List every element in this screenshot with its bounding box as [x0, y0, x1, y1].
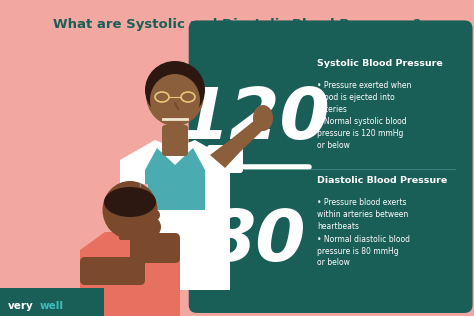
- FancyBboxPatch shape: [189, 21, 473, 313]
- Ellipse shape: [253, 105, 273, 131]
- Text: What are Systolic and Diastolic Blood Pressures?: What are Systolic and Diastolic Blood Pr…: [53, 18, 421, 31]
- Text: • Pressure exerted when
blood is ejected into
arteries: • Pressure exerted when blood is ejected…: [317, 81, 411, 113]
- FancyBboxPatch shape: [80, 257, 145, 285]
- Ellipse shape: [152, 210, 160, 220]
- Text: • Normal systolic blood
pressure is 120 mmHg
or below: • Normal systolic blood pressure is 120 …: [317, 117, 407, 150]
- FancyBboxPatch shape: [119, 218, 141, 240]
- Text: well: well: [40, 301, 64, 311]
- FancyBboxPatch shape: [207, 145, 243, 173]
- Polygon shape: [80, 232, 180, 316]
- Ellipse shape: [143, 217, 161, 237]
- Polygon shape: [145, 148, 205, 210]
- Polygon shape: [120, 140, 230, 290]
- Ellipse shape: [104, 187, 156, 217]
- FancyBboxPatch shape: [162, 125, 188, 156]
- FancyBboxPatch shape: [130, 233, 180, 263]
- Polygon shape: [210, 120, 265, 168]
- Text: • Normal diastolic blood
pressure is 80 mmHg
or below: • Normal diastolic blood pressure is 80 …: [317, 235, 410, 267]
- Text: very: very: [8, 301, 34, 311]
- Ellipse shape: [145, 61, 205, 119]
- Bar: [0, 288, 104, 316]
- Ellipse shape: [146, 64, 204, 126]
- Text: 80: 80: [205, 207, 306, 276]
- FancyBboxPatch shape: [132, 184, 148, 204]
- Text: Systolic Blood Pressure: Systolic Blood Pressure: [317, 59, 443, 68]
- Ellipse shape: [150, 74, 200, 126]
- Text: • Pressure blood exerts
within arteries between
heartbeats: • Pressure blood exerts within arteries …: [317, 198, 409, 231]
- Text: 120: 120: [180, 85, 331, 154]
- Text: Diastolic Blood Pressure: Diastolic Blood Pressure: [317, 176, 447, 185]
- Ellipse shape: [102, 181, 157, 239]
